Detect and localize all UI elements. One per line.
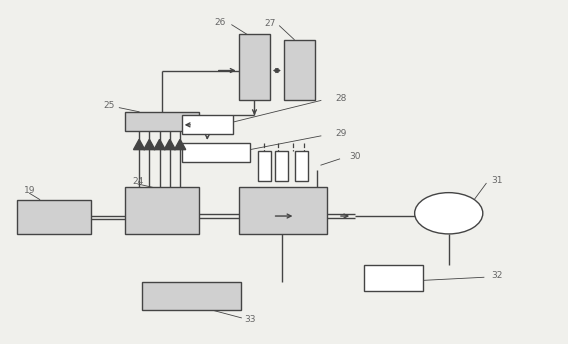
Text: 33: 33 (244, 315, 256, 324)
Bar (275, 151, 288, 181)
Text: 31: 31 (491, 176, 503, 185)
Bar (284, 40, 315, 100)
Polygon shape (174, 139, 186, 150)
Bar (364, 265, 423, 291)
Bar (239, 34, 270, 100)
Circle shape (415, 193, 483, 234)
Bar (17, 200, 91, 234)
Bar (295, 151, 308, 181)
Polygon shape (144, 139, 155, 150)
Text: 24: 24 (132, 177, 144, 186)
Bar (142, 282, 241, 310)
Text: 29: 29 (335, 129, 346, 138)
Bar (125, 187, 199, 234)
Bar (258, 151, 271, 181)
Text: 30: 30 (349, 152, 361, 161)
Bar (182, 115, 233, 134)
Text: 32: 32 (491, 271, 503, 280)
Text: 28: 28 (335, 94, 346, 103)
Text: 25: 25 (103, 101, 115, 110)
Text: 26: 26 (215, 18, 226, 27)
Text: 27: 27 (264, 19, 275, 28)
Bar (182, 143, 250, 162)
Polygon shape (164, 139, 176, 150)
Polygon shape (133, 139, 145, 150)
Text: 19: 19 (24, 186, 35, 195)
Bar (239, 187, 327, 234)
Polygon shape (154, 139, 165, 150)
Bar (125, 112, 199, 131)
